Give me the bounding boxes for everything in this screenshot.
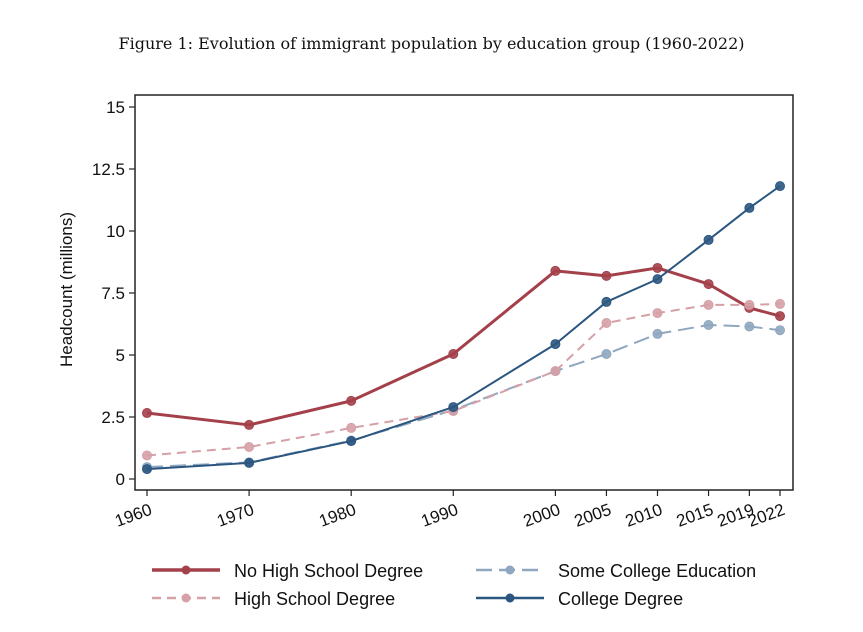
data-point [744, 321, 755, 332]
plot-frame [134, 94, 794, 491]
data-point [550, 339, 561, 350]
data-point [703, 279, 714, 290]
series-college-degree [142, 181, 785, 475]
data-point [550, 366, 561, 377]
x-tick-label: 1980 [317, 500, 359, 531]
series-some-college-education [142, 319, 785, 473]
data-point [142, 450, 152, 461]
legend-item: No High School Degree [152, 561, 423, 581]
data-point [775, 298, 785, 309]
data-point [775, 311, 785, 322]
data-point [703, 299, 714, 310]
legend-item: Some College Education [476, 561, 756, 581]
data-point [652, 262, 663, 273]
data-point [142, 408, 152, 419]
data-point [703, 319, 714, 330]
data-point [346, 395, 357, 406]
series-no-high-school-degree [142, 262, 785, 430]
legend-item: College Degree [476, 589, 683, 609]
legend-marker [505, 565, 515, 575]
series-line [146, 266, 781, 427]
y-axis-label: Headcount (millions) [57, 212, 76, 367]
data-point [775, 181, 785, 192]
data-point [652, 308, 663, 319]
data-point [744, 202, 755, 213]
y-tick-label: 0 [116, 470, 125, 489]
data-point [601, 270, 612, 281]
x-tick-label: 2010 [623, 500, 665, 531]
data-point [346, 422, 357, 433]
data-point [744, 299, 755, 310]
legend-label: College Degree [558, 589, 683, 609]
data-point [244, 442, 255, 453]
data-point [601, 318, 612, 329]
x-tick-label: 2005 [572, 500, 614, 531]
data-point [448, 349, 459, 360]
data-point [244, 457, 255, 468]
y-tick-label: 5 [116, 346, 125, 365]
x-tick-label: 1990 [419, 500, 461, 531]
y-tick-label: 10 [106, 222, 125, 241]
data-point [652, 328, 663, 339]
data-point [550, 265, 561, 276]
legend-label: High School Degree [234, 589, 395, 609]
x-tick-label: 2000 [521, 500, 563, 531]
legend-label: Some College Education [558, 561, 756, 581]
data-point [244, 419, 255, 430]
series-high-school-degree [142, 298, 785, 461]
chart-title: Figure 1: Evolution of immigrant populat… [118, 34, 745, 53]
data-point [448, 402, 459, 413]
y-tick-label: 12.5 [92, 160, 125, 179]
data-point [652, 274, 663, 285]
legend-marker [505, 593, 515, 603]
legend-item: High School Degree [152, 589, 395, 609]
data-point [775, 325, 785, 336]
data-point [601, 296, 612, 307]
data-point [142, 464, 152, 475]
legend-marker [181, 593, 191, 603]
x-tick-label: 1960 [112, 500, 154, 531]
series-line [146, 302, 781, 457]
data-point [601, 349, 612, 360]
series-line [146, 323, 781, 469]
data-point [703, 234, 714, 245]
legend-marker [181, 565, 191, 575]
y-tick-label: 2.5 [101, 408, 125, 427]
x-tick-label: 2015 [674, 500, 716, 531]
y-tick-label: 15 [106, 98, 125, 117]
series-line [146, 185, 781, 471]
y-tick-label: 7.5 [101, 284, 125, 303]
x-tick-label: 1970 [214, 500, 256, 531]
data-point [346, 436, 357, 447]
legend-label: No High School Degree [234, 561, 423, 581]
